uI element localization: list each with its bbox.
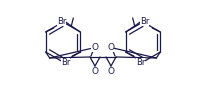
Text: O: O	[91, 43, 98, 51]
Text: O: O	[108, 67, 115, 76]
Text: Br: Br	[61, 58, 70, 67]
Text: Br: Br	[57, 17, 66, 26]
Text: Br: Br	[140, 17, 149, 26]
Text: Br: Br	[136, 58, 145, 67]
Text: O: O	[91, 67, 98, 76]
Text: O: O	[108, 43, 115, 51]
